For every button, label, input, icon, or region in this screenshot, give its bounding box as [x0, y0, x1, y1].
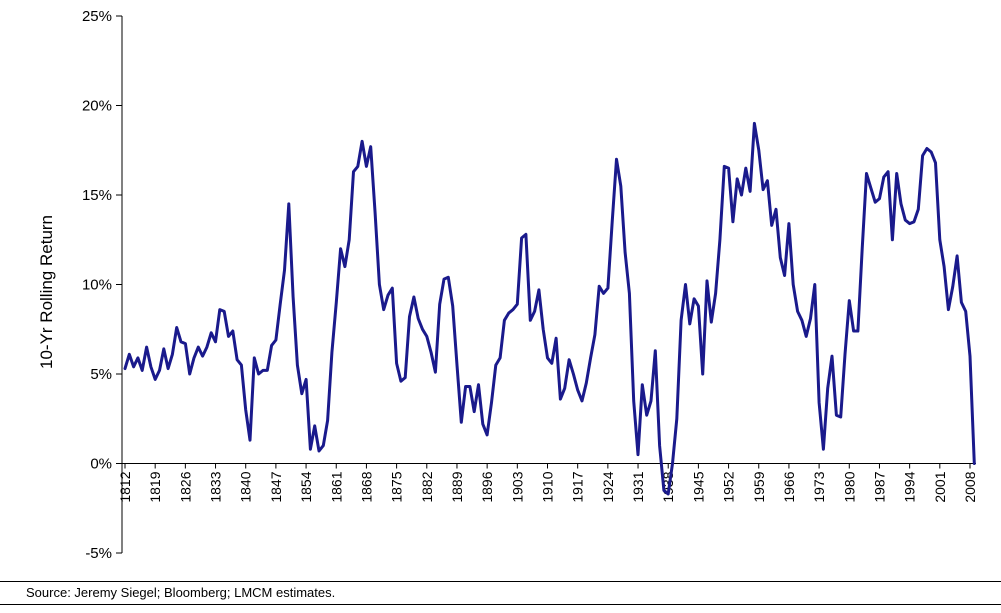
x-tick-label: 1826: [177, 471, 193, 502]
x-tick-label: 2008: [962, 471, 978, 502]
x-tick-label: 1882: [419, 471, 435, 502]
y-tick-label: 15%: [82, 187, 112, 204]
series-line-0: [123, 121, 976, 496]
x-tick-label: 1994: [902, 471, 918, 502]
x-tick-label: 1903: [509, 471, 525, 502]
x-tick-label: 1833: [208, 471, 224, 502]
x-tick-label: 1945: [690, 471, 706, 502]
x-tick-label: 1952: [721, 471, 737, 502]
y-tick-label: 20%: [82, 98, 112, 115]
x-tick-label: 1819: [147, 471, 163, 502]
source-divider-bottom: [0, 604, 1001, 605]
y-axis: -5% 0% 5% 10% 15% 20% 25%: [82, 8, 123, 562]
y-tick-label: 0%: [90, 456, 112, 473]
source-note: Source: Jeremy Siegel; Bloomberg; LMCM e…: [26, 585, 336, 600]
x-tick-label: 1987: [871, 471, 887, 502]
y-tick-label: 25%: [82, 8, 112, 25]
x-tick-label: 2001: [932, 471, 948, 502]
series-layer: [123, 121, 976, 496]
x-tick-label: 1854: [298, 471, 314, 502]
x-tick-label: 1980: [841, 471, 857, 502]
x-tick-label: 1931: [630, 471, 646, 502]
x-tick-label: 1889: [449, 471, 465, 502]
x-axis: 1812 1819 1826 1833 1840 1847 1854 1861 1868 1875…: [117, 463, 978, 503]
x-tick-label: 1840: [238, 471, 254, 502]
y-tick-label: 5%: [90, 366, 112, 383]
x-tick-label: 1910: [540, 471, 556, 502]
x-tick-label: 1966: [781, 471, 797, 502]
x-tick-label: 1973: [811, 471, 827, 502]
x-tick-label: 1861: [328, 471, 344, 502]
x-tick-label: 1812: [117, 471, 133, 502]
source-divider-top: [0, 581, 1001, 582]
x-tick-label: 1896: [479, 471, 495, 502]
x-tick-label: 1917: [570, 471, 586, 502]
x-tick-label: 1868: [358, 471, 374, 502]
y-tick-label: 10%: [82, 277, 112, 294]
x-tick-label: 1875: [389, 471, 405, 502]
x-tick-label: 1959: [751, 471, 767, 502]
x-tick-label: 1924: [600, 471, 616, 502]
y-axis-title: 10-Yr Rolling Return: [37, 215, 56, 369]
x-tick-label: 1847: [268, 471, 284, 502]
y-tick-label: -5%: [85, 545, 112, 562]
